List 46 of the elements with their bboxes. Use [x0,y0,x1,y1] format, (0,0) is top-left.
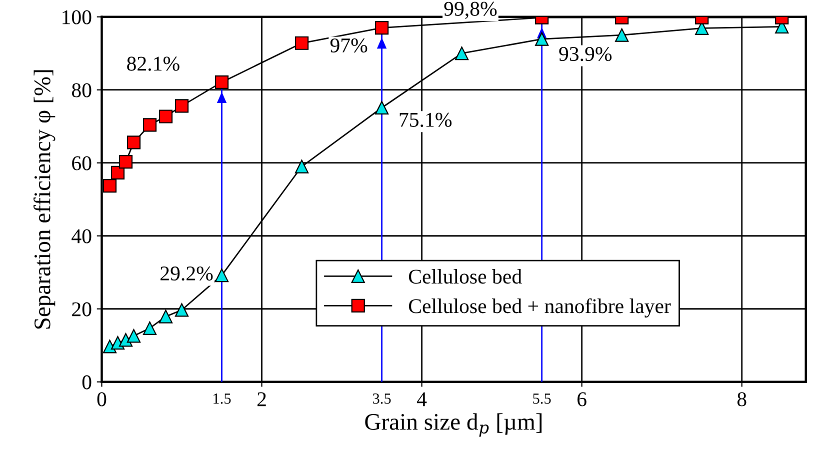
annotation: 93.9% [559,46,612,62]
point [118,154,133,169]
annotation: 97% [330,38,368,53]
x-tick-label: 6 [578,392,586,406]
ref-line-label: 3.5 [372,393,391,404]
x-tick-label: 8 [737,392,746,406]
point [158,310,173,324]
point [110,166,125,180]
point [174,303,189,317]
point [374,100,389,115]
point [214,268,229,282]
y-axis-title: Separation efficiency φ [%] [34,70,56,329]
legend-label: Cellulose bed + nanofibre layer [408,298,671,318]
legend-label: Cellulose bed [408,269,522,284]
point [174,99,189,113]
y-tick-label: 80 [72,83,92,98]
y-tick-label: 100 [62,10,92,24]
y-tick-label: 60 [72,156,92,170]
point [615,28,629,42]
x-tick-label: 2 [257,392,266,406]
y-tick-label: 20 [72,302,92,316]
point [535,32,549,46]
point [294,160,309,174]
point [294,36,309,50]
x-tick-label: 4 [417,392,427,406]
point [374,20,389,35]
point [102,340,117,354]
x-tick-label: 0 [97,392,106,406]
y-tick-label: 0 [82,375,92,390]
point [118,333,133,347]
x-axis-title: Grain size d$_{p}$ [µm] [365,413,542,437]
y-tick-label: 40 [72,229,92,244]
point [102,179,117,193]
annotation: 75.1% [400,112,452,127]
point [214,75,229,89]
ref-line-label: 1.5 [214,394,231,404]
point [455,46,469,60]
point [142,321,157,336]
annotation: 82.1% [127,56,180,71]
point [158,110,173,124]
annotation: 29.2% [160,266,213,281]
point [126,329,141,343]
ref-line-label: 5.5 [533,394,551,404]
point [126,136,141,150]
point [142,118,157,132]
annotation: 99,8% [444,2,497,19]
